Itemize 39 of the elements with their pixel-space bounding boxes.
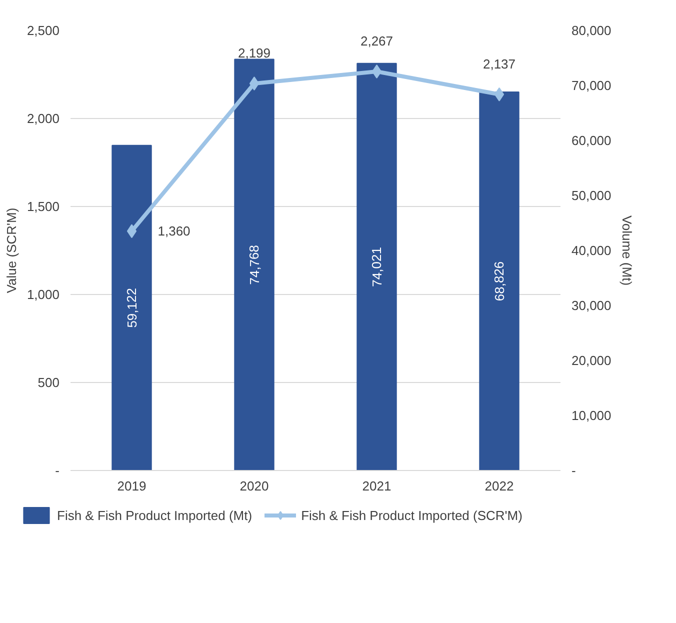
data-label: 59,122 [124,288,140,328]
point [372,64,382,79]
bar [112,144,152,470]
y2-tick-label: 70,000 [572,78,612,93]
point [249,76,260,90]
legend-label: Fish & Fish Product Imported (SCR'M) [301,508,522,522]
y2-tick-label: 80,000 [572,23,612,38]
point [126,224,137,238]
y2-tick-label: 40,000 [572,243,612,258]
legend-label: Fish & Fish Product Imported (Mt) [57,508,252,522]
y-axis-title: Value (SCR'M) [4,208,19,294]
x-tick-label: 2022 [484,478,514,494]
y-tick-label: 2,000 [26,111,60,126]
y2-tick-label: 10,000 [572,408,612,423]
y2-tick-label: 20,000 [572,353,612,368]
x-tick-label: 2020 [240,478,269,494]
data-label: 68,826 [492,261,507,302]
y2-tick-label: 60,000 [572,133,612,148]
data-label: 2,267 [360,34,394,49]
data-label: 74,021 [369,247,384,287]
point [494,87,504,102]
y2-tick-label: 50,000 [572,188,612,203]
y2-tick-label: 30,000 [572,298,612,313]
y2-tick-label: - [572,463,576,478]
data-label: 1,360 [158,224,190,239]
data-label: 74,768 [246,245,262,285]
data-label: 2,199 [238,45,271,60]
y-tick-label: 1,000 [26,287,60,302]
bar [479,91,520,470]
data-label: 2,137 [482,56,516,72]
y-tick-label: 1,500 [26,199,60,214]
y-tick-label: 500 [38,375,60,390]
bar [234,58,274,470]
x-tick-label: 2021 [362,478,392,494]
bar [356,62,397,470]
y-tick-label: - [55,463,60,478]
y-tick-label: 2,500 [26,23,60,38]
y2-axis-title: Volume (Mt) [619,215,634,286]
x-tick-label: 2019 [117,478,146,494]
